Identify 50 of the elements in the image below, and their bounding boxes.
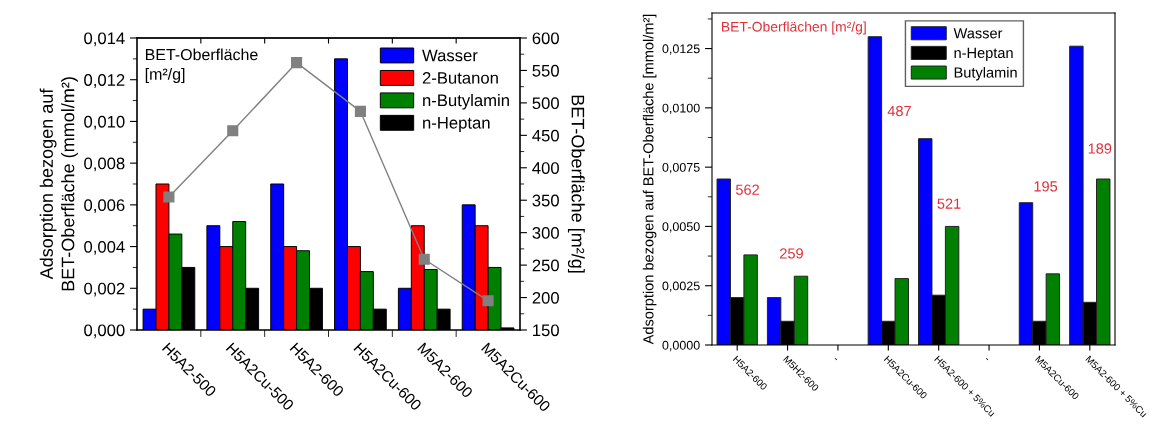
y2-tick-label: 550	[532, 64, 559, 77]
legend-label: Wasser	[953, 28, 1003, 39]
y-tick-label: 0,0125	[662, 44, 700, 55]
annotation: BET-Oberflächen [m²/g]	[722, 21, 866, 35]
point	[291, 57, 303, 69]
legend-label: n-Heptan	[954, 47, 1013, 61]
x-tick-label: -	[834, 357, 838, 361]
y-tick-label: 0,0050	[662, 222, 700, 233]
y-tick-label: 0,0075	[662, 162, 700, 174]
y-tick-label: 0,002	[84, 282, 125, 297]
y2-tick-label: 300	[532, 227, 559, 239]
legend-label: n-Butylamin	[423, 94, 509, 110]
y2-tick-label: 200	[532, 291, 559, 304]
y2-tick-label: 450	[532, 129, 559, 142]
y-tick-label: 0,010	[84, 115, 125, 130]
annotation: 487	[887, 105, 911, 117]
y2-tick-label: 400	[532, 162, 559, 174]
y2-tick-label: 150	[533, 324, 559, 337]
y-tick-label: 0,008	[84, 157, 125, 172]
point	[482, 295, 494, 307]
y-tick-label: 0,006	[84, 199, 125, 214]
y-axis-title: Adsorption bezogen auf BET-Oberfläche (mmol/m²)	[39, 77, 78, 291]
annotation: 259	[780, 248, 803, 259]
y2-axis-title: BET-Oberfläche [m²/g]	[567, 95, 585, 273]
legend-label: n-Heptan	[423, 117, 490, 132]
annotation: 195	[1034, 181, 1058, 192]
y-tick-label: 0,012	[84, 74, 125, 88]
point	[418, 253, 430, 265]
point	[354, 105, 366, 117]
point	[163, 191, 175, 203]
legend-label: Butylamin	[954, 66, 1017, 81]
y-tick-label: 0,000	[84, 324, 125, 339]
annotation: 521	[937, 198, 961, 209]
y-axis-title: Adsorption bezogen auf BET-Oberfläche [mmol/m²]	[642, 14, 657, 345]
y-tick-label: 0,014	[84, 32, 125, 47]
annotation: 189	[1088, 143, 1112, 154]
y2-tick-label: 250	[532, 259, 559, 272]
annotation: 562	[735, 184, 759, 195]
legend-label: Wasser	[422, 49, 478, 62]
y2-tick-label: 600	[532, 32, 559, 45]
y2-tick-label: 500	[532, 97, 559, 110]
legend-label: 2-Butanon	[422, 71, 498, 84]
y2-tick-label: 350	[532, 194, 559, 207]
annotation: BET-Oberfläche [m²/g]	[145, 48, 258, 83]
x-tick-label: -	[985, 357, 989, 361]
y-tick-label: 0,0100	[662, 103, 700, 114]
y-tick-label: 0,0000	[662, 340, 700, 352]
y-tick-label: 0,0025	[662, 281, 700, 292]
y-tick-label: 0,004	[84, 240, 125, 255]
point	[227, 125, 239, 137]
